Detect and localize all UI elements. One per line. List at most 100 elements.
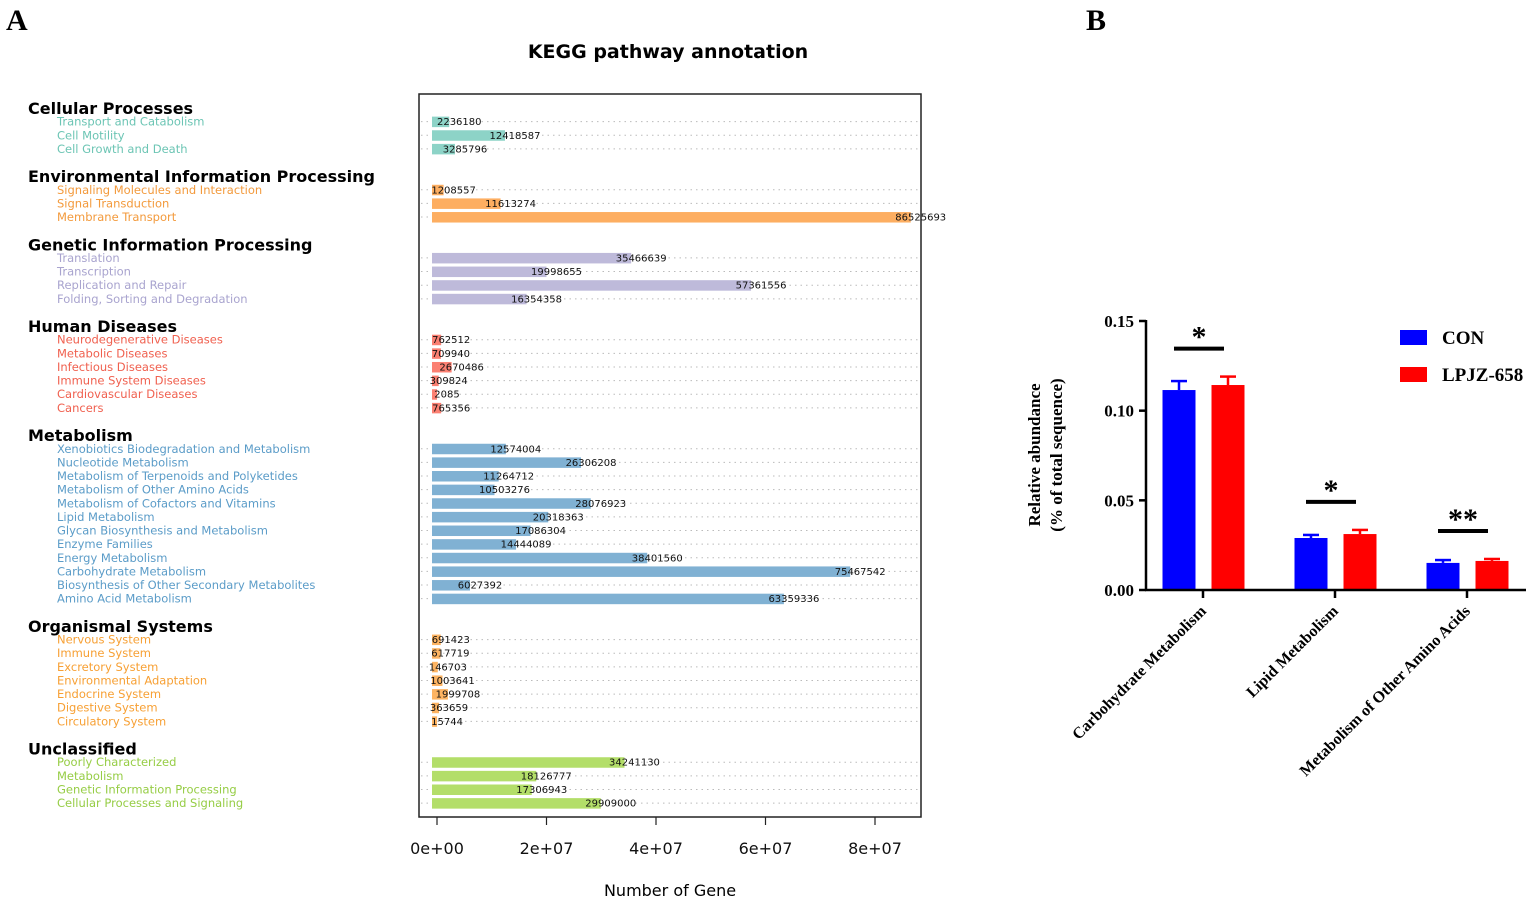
y-tick-label: 0.05 — [1104, 491, 1134, 510]
bar-value-label: 2085 — [434, 390, 459, 401]
bar — [432, 784, 532, 795]
bar-value-label: 12574004 — [490, 444, 541, 455]
bar — [432, 593, 784, 605]
pathway-label: Circulatory System — [57, 714, 166, 728]
pathway-label: Neurodegenerative Diseases — [57, 333, 223, 347]
abundance-y-axis-label-line2: (% of total sequence) — [1047, 378, 1066, 531]
pathway-label: Genetic Information Processing — [57, 783, 237, 797]
pathway-label: Metabolism — [57, 769, 123, 783]
bar — [432, 361, 452, 373]
pathway-label: Energy Metabolism — [57, 551, 167, 565]
pathway-label: Signaling Molecules and Interaction — [57, 183, 262, 197]
pathway-label: Digestive System — [57, 701, 158, 715]
bar — [432, 212, 911, 223]
bar-value-label: 20318363 — [533, 512, 584, 523]
significance-marker: * — [1192, 321, 1207, 354]
group-label: Unclassified — [28, 740, 137, 759]
pathway-label: Amino Acid Metabolism — [57, 592, 192, 606]
x-category-label: Lipid Metabolism — [1243, 602, 1342, 701]
group-label: Cellular Processes — [28, 99, 193, 118]
bar — [432, 471, 499, 482]
pathway-label: Transport and Catabolism — [56, 115, 204, 129]
bar-value-label: 6027392 — [458, 581, 503, 592]
group-label: Environmental Information Processing — [28, 167, 375, 186]
bar — [432, 334, 442, 346]
bar-value-label: 17306943 — [516, 785, 567, 796]
group-label: Genetic Information Processing — [28, 235, 312, 254]
pathway-label: Poorly Characterized — [57, 755, 176, 769]
y-tick-label: 0.00 — [1104, 581, 1134, 600]
bar — [432, 675, 443, 686]
bar — [432, 184, 444, 196]
bar — [432, 539, 517, 550]
bar — [432, 198, 501, 209]
bar — [1294, 537, 1328, 590]
pathway-label: Cardiovascular Diseases — [57, 387, 197, 401]
bar — [1162, 390, 1196, 590]
y-tick-label: 0.10 — [1104, 402, 1134, 421]
legend-swatch — [1400, 330, 1427, 345]
bar — [432, 130, 505, 141]
bar — [432, 293, 527, 305]
bar — [432, 566, 851, 577]
pathway-label: Membrane Transport — [57, 210, 177, 224]
bar-value-label: 1208557 — [431, 185, 476, 196]
bar — [432, 389, 438, 400]
bar — [432, 689, 448, 700]
pathway-label: Xenobiotics Biodegradation and Metabolis… — [57, 442, 310, 456]
bar — [432, 498, 591, 509]
bar-value-label: 17086304 — [515, 526, 566, 537]
bar — [1343, 534, 1377, 590]
bar-value-label: 34241130 — [609, 758, 660, 769]
pathway-label: Immune System — [57, 646, 151, 660]
bar-value-label: 691423 — [432, 635, 470, 646]
pathway-label: Metabolism of Cofactors and Vitamins — [57, 496, 276, 510]
bar — [432, 648, 441, 659]
bar — [432, 661, 438, 673]
bar-value-label: 63359336 — [768, 594, 819, 605]
group-label: Metabolism — [28, 426, 133, 445]
bar — [432, 375, 439, 387]
pathway-label: Cell Motility — [57, 128, 125, 142]
bar-value-label: 709940 — [432, 349, 470, 360]
x-tick-label: 8e+07 — [848, 839, 902, 858]
bar — [432, 457, 582, 468]
bar-value-label: 29909000 — [585, 799, 636, 810]
bar — [432, 116, 450, 128]
bar-value-label: 28076923 — [575, 499, 626, 510]
bar-value-label: 11613274 — [485, 199, 536, 210]
bar — [432, 443, 506, 455]
bar — [432, 266, 547, 278]
bar — [432, 634, 441, 646]
panel-label-a: A — [6, 4, 28, 37]
pathway-label: Metabolic Diseases — [57, 346, 167, 360]
legend-label: CON — [1442, 328, 1485, 349]
pathway-label: Infectious Diseases — [57, 360, 168, 374]
kegg-x-axis-label: Number of Gene — [604, 881, 736, 900]
pathway-label: Immune System Diseases — [57, 374, 206, 388]
bar — [1475, 560, 1509, 590]
kegg-chart: KEGG pathway annotation 2236180124185873… — [28, 41, 946, 900]
bar-value-label: 12418587 — [490, 131, 541, 142]
bar-value-label: 18126777 — [521, 771, 572, 782]
pathway-label: Cancers — [57, 401, 103, 415]
bar-value-label: 762512 — [432, 335, 470, 346]
bar — [432, 716, 438, 727]
bar — [432, 511, 549, 523]
pathway-label: Nervous System — [57, 633, 151, 647]
pathway-label: Folding, Sorting and Degradation — [57, 292, 248, 306]
bar-value-label: 309824 — [430, 376, 468, 387]
bar — [432, 525, 531, 537]
panel-label-b: B — [1086, 4, 1106, 37]
pathway-label: Replication and Repair — [57, 278, 187, 292]
y-tick-label: 0.15 — [1104, 312, 1134, 331]
bar — [432, 484, 495, 496]
pathway-label: Metabolism of Terpenoids and Polyketides — [57, 469, 298, 483]
kegg-title: KEGG pathway annotation — [528, 41, 808, 63]
bar — [432, 798, 601, 809]
bar — [432, 143, 455, 155]
bar — [432, 280, 752, 291]
bar — [1211, 385, 1245, 590]
